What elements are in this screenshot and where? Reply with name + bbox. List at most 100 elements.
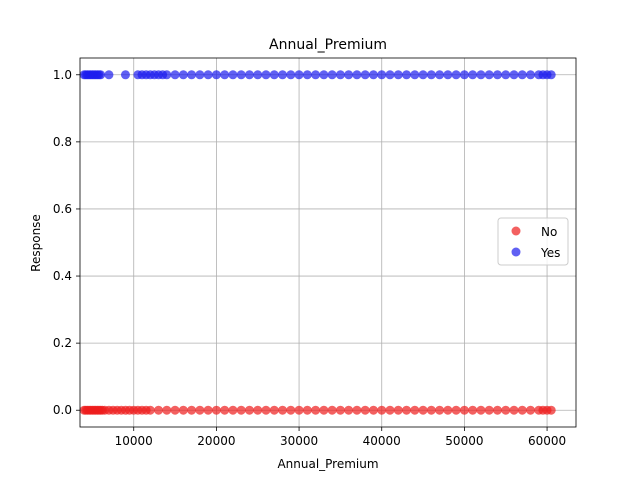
data-point-no [294, 405, 304, 415]
y-tick-label: 1.0 [53, 68, 72, 82]
data-point-no [352, 405, 362, 415]
data-point-no [261, 405, 271, 415]
data-point-no [426, 405, 436, 415]
data-point-no [220, 405, 230, 415]
data-point-yes [435, 70, 445, 80]
data-point-no [368, 405, 378, 415]
data-point-no [154, 405, 164, 415]
data-point-yes [253, 70, 263, 80]
data-point-no [162, 405, 172, 415]
data-point-yes [220, 70, 230, 80]
data-point-yes [484, 70, 494, 80]
data-point-yes [244, 70, 254, 80]
data-point-yes [302, 70, 312, 80]
data-point-yes [335, 70, 345, 80]
data-point-no [335, 405, 345, 415]
data-point-yes [311, 70, 321, 80]
legend-marker-yes [511, 247, 521, 257]
data-point-no [319, 405, 329, 415]
data-point-yes [286, 70, 296, 80]
data-point-no [195, 405, 205, 415]
data-point-no [443, 405, 453, 415]
data-point-yes [278, 70, 288, 80]
y-tick-label: 0.8 [53, 135, 72, 149]
data-point-yes [228, 70, 238, 80]
data-point-yes [344, 70, 354, 80]
y-tick-label: 0.4 [53, 269, 72, 283]
data-point-no [360, 405, 370, 415]
data-point-yes [104, 70, 114, 80]
data-point-no [393, 405, 403, 415]
data-point-no [468, 405, 478, 415]
data-point-no [484, 405, 494, 415]
y-tick-label: 0.0 [53, 403, 72, 417]
x-tick-label: 20000 [197, 434, 235, 448]
data-point-no [236, 405, 246, 415]
legend-label-yes: Yes [540, 246, 560, 260]
data-point-no [228, 405, 238, 415]
data-point-yes [385, 70, 395, 80]
data-point-yes [162, 70, 172, 80]
data-point-no [501, 405, 511, 415]
data-point-no [459, 405, 469, 415]
legend-marker-no [511, 226, 521, 236]
data-point-no [385, 405, 395, 415]
data-point-yes [418, 70, 428, 80]
data-point-yes [377, 70, 387, 80]
data-point-yes [178, 70, 188, 80]
data-point-no [476, 405, 486, 415]
data-point-no [418, 405, 428, 415]
points-layer [79, 70, 556, 415]
data-point-no [187, 405, 197, 415]
data-point-no [278, 405, 288, 415]
legend: No Yes [497, 217, 569, 266]
data-point-yes [476, 70, 486, 80]
data-point-no [451, 405, 461, 415]
data-point-yes [236, 70, 246, 80]
data-point-no [302, 405, 312, 415]
data-point-yes [410, 70, 420, 80]
data-point-yes [195, 70, 205, 80]
data-point-yes [468, 70, 478, 80]
data-point-no [327, 405, 337, 415]
y-tick-label: 0.6 [53, 202, 72, 216]
data-point-no [253, 405, 263, 415]
data-point-yes [96, 70, 106, 80]
data-point-yes [360, 70, 370, 80]
data-point-yes [294, 70, 304, 80]
x-tick-label: 10000 [115, 434, 153, 448]
data-point-yes [120, 70, 130, 80]
data-point-yes [319, 70, 329, 80]
data-point-yes [451, 70, 461, 80]
data-point-no [211, 405, 221, 415]
data-point-yes [509, 70, 519, 80]
data-point-yes [170, 70, 180, 80]
data-point-yes [426, 70, 436, 80]
data-point-no [402, 405, 412, 415]
data-point-yes [459, 70, 469, 80]
data-point-yes [352, 70, 362, 80]
data-point-yes [327, 70, 337, 80]
data-point-no [203, 405, 213, 415]
plot-area-background [80, 58, 576, 427]
data-point-yes [211, 70, 221, 80]
data-point-no [244, 405, 254, 415]
data-point-yes [187, 70, 197, 80]
data-point-no [526, 405, 536, 415]
data-point-no [269, 405, 279, 415]
legend-label-no: No [541, 225, 557, 239]
x-tick-label: 50000 [445, 434, 483, 448]
data-point-yes [368, 70, 378, 80]
data-point-no [546, 405, 556, 415]
data-point-yes [402, 70, 412, 80]
y-axis-label: Response [29, 214, 43, 272]
data-point-yes [546, 70, 556, 80]
data-point-no [377, 405, 387, 415]
data-point-yes [443, 70, 453, 80]
data-point-yes [517, 70, 527, 80]
data-point-no [435, 405, 445, 415]
y-tick-label: 0.2 [53, 336, 72, 350]
data-point-yes [203, 70, 213, 80]
data-point-yes [269, 70, 279, 80]
